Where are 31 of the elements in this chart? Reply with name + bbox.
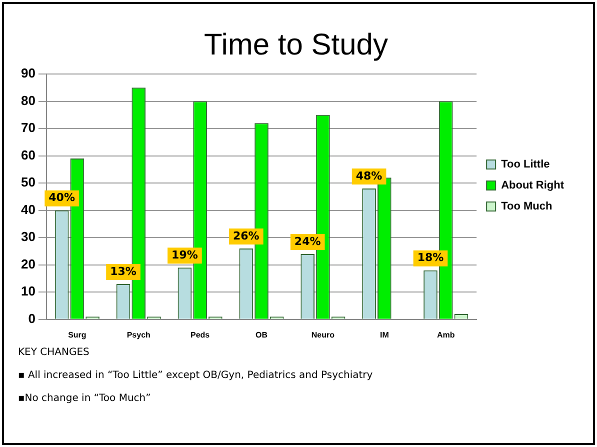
y-tick-label: 50 (20, 174, 36, 190)
data-label: 19% (172, 248, 198, 262)
y-tick-label: 40 (20, 202, 36, 217)
x-tick-label: Neuro (311, 330, 335, 340)
chart-title: Time to Study (204, 28, 388, 62)
data-label: 13% (110, 264, 136, 278)
x-tick-label: Peds (190, 330, 210, 340)
x-tick-label: Amb (436, 330, 455, 340)
x-tick-label: Surg (68, 330, 86, 340)
data-label: 48% (356, 169, 382, 182)
x-tick-label: OB (256, 330, 268, 340)
text: KEY CHANGES (18, 347, 90, 358)
y-tick-label: 10 (20, 284, 36, 299)
y-tick-label: 70 (20, 120, 36, 136)
text: ▪No change in “Too Much” (18, 393, 152, 404)
data-label: 40% (48, 191, 75, 204)
x-tick-label: IM (380, 330, 390, 340)
legend-label: Too Much (501, 200, 552, 213)
data-label: 26% (232, 229, 260, 242)
data-label: 18% (417, 251, 444, 264)
legend-label: About Right (501, 180, 564, 192)
y-tick-label: 60 (20, 147, 36, 162)
y-tick-label: 30 (20, 229, 36, 244)
y-tick-label: 80 (20, 92, 36, 108)
legend-label: Too Little (501, 158, 550, 171)
y-tick-label: 90 (20, 66, 36, 81)
y-tick-label: 20 (20, 256, 36, 272)
y-tick-label: 0 (28, 310, 36, 326)
x-tick-label: Psych (126, 330, 151, 340)
data-label: 24% (294, 234, 321, 248)
text: ▪ All increased in “Too Little” except OB/Gyn, Pediatrics and Psychiatry (18, 370, 373, 381)
